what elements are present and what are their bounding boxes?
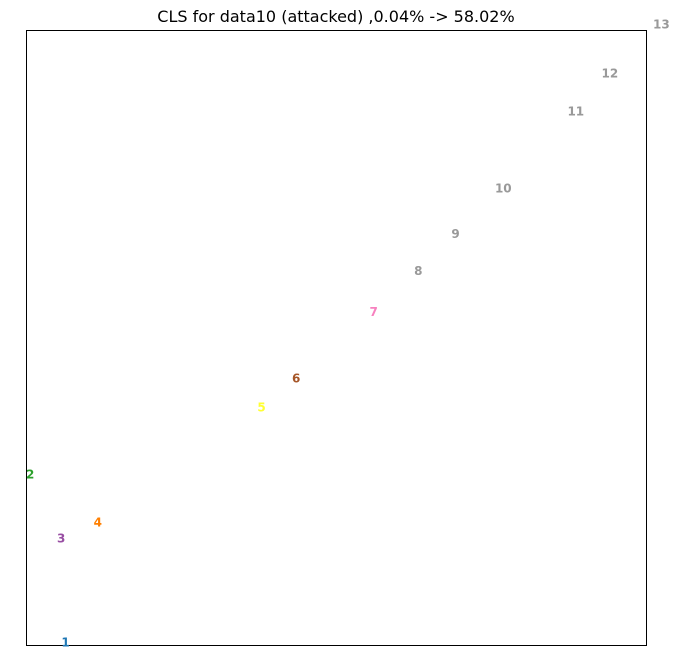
chart-title: CLS for data10 (attacked) ,0.04% -> 58.0… (157, 7, 514, 26)
point-label-9: 9 (451, 227, 459, 241)
point-label-6: 6 (292, 372, 300, 386)
point-label-5: 5 (257, 401, 265, 415)
point-label-7: 7 (370, 305, 378, 319)
point-label-13: 13 (653, 17, 670, 31)
point-label-12: 12 (602, 67, 619, 81)
point-label-1: 1 (61, 635, 69, 649)
point-label-8: 8 (414, 264, 422, 278)
point-label-10: 10 (495, 182, 512, 196)
point-label-4: 4 (94, 516, 102, 530)
point-label-2: 2 (26, 468, 34, 482)
point-label-11: 11 (567, 105, 584, 119)
point-label-3: 3 (57, 532, 65, 546)
plot-frame (26, 30, 647, 646)
